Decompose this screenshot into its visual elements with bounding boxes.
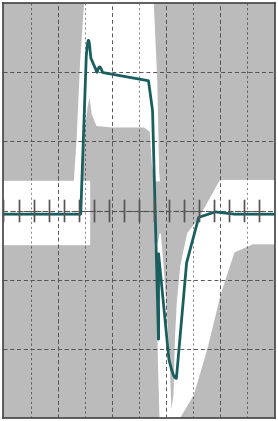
Polygon shape: [155, 181, 275, 418]
Polygon shape: [3, 181, 89, 244]
Polygon shape: [75, 3, 159, 181]
